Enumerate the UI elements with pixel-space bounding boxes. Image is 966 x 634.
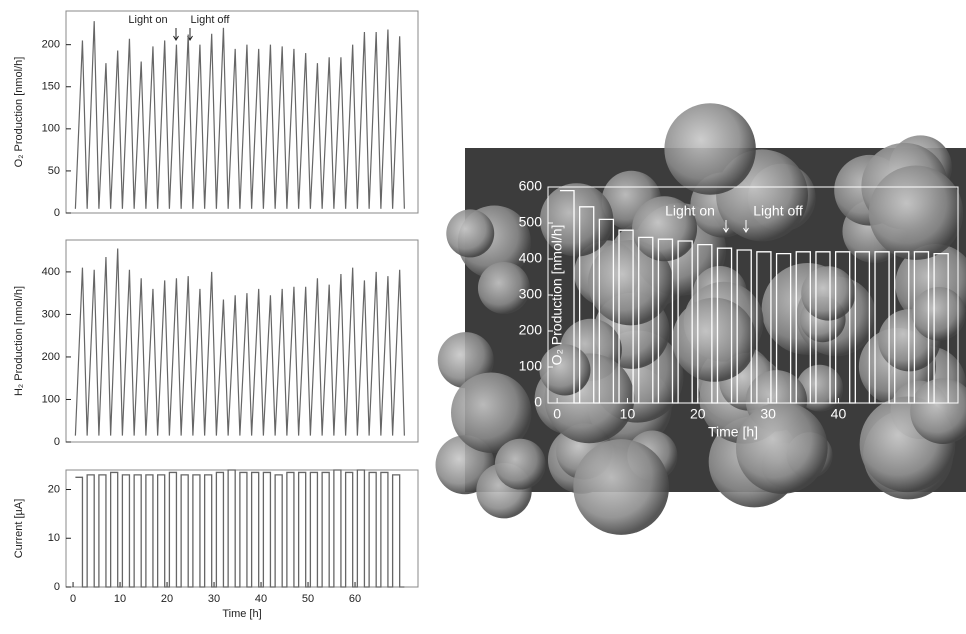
annotation-arrow — [723, 220, 729, 233]
sem-particle — [632, 196, 698, 262]
x-tick-label: 0 — [70, 593, 76, 605]
y-tick-label: 100 — [519, 358, 543, 374]
y-tick-label: 200 — [519, 322, 543, 338]
y-tick-label: 300 — [42, 308, 60, 320]
x-axis-label: Time [h] — [222, 608, 261, 620]
y-tick-label: 0 — [54, 207, 60, 219]
sem-particle — [494, 438, 546, 490]
y-tick-label: 10 — [48, 532, 60, 544]
y-tick-label: 100 — [42, 393, 60, 405]
data-line — [559, 189, 949, 404]
annotation-arrow — [743, 220, 749, 233]
y-tick-label: 200 — [42, 351, 60, 363]
inset-chart: 0 100 200 300 400 500 600 0 10 20 30 40 O₂ Productio… — [519, 178, 959, 440]
x-tick-label: 10 — [620, 406, 636, 422]
y-tick-label: 600 — [519, 178, 543, 194]
annotation: Light off — [191, 14, 231, 26]
sem-particle — [573, 439, 670, 535]
chart-panel: 0 100 200 300 400 H₂ Production [nmol/h] — [13, 239, 419, 448]
data-line — [74, 248, 405, 436]
sem-particle — [446, 209, 495, 258]
sem-particle — [796, 364, 844, 412]
x-tick-label: 10 — [114, 593, 126, 605]
y-tick-label: 0 — [54, 581, 60, 593]
y-tick-label: 50 — [48, 165, 60, 177]
sem-particle — [664, 103, 756, 195]
x-tick-label: 60 — [349, 593, 361, 605]
data-line — [74, 21, 405, 209]
y-tick-label: 150 — [42, 81, 60, 93]
x-tick-label: 0 — [553, 406, 561, 422]
x-tick-label: 50 — [302, 593, 314, 605]
sem-particle — [539, 183, 614, 257]
chart-panel: 0 10 20 0 10 20 30 40 50 60 Current [µA] Time [h] — [13, 469, 419, 620]
plot-frame — [65, 469, 419, 588]
y-tick-label: 300 — [519, 286, 543, 302]
data-line — [75, 469, 405, 588]
y-tick-label: 200 — [42, 39, 60, 51]
plot-frame — [65, 239, 419, 443]
x-tick-label: 40 — [255, 593, 267, 605]
y-axis-label: O₂ Production [nmol/h] — [13, 57, 25, 168]
y-tick-label: 400 — [519, 250, 543, 266]
sem-particle — [539, 344, 591, 396]
x-axis-label: Time [h] — [708, 424, 758, 440]
y-tick-label: 20 — [48, 483, 60, 495]
x-tick-label: 30 — [208, 593, 220, 605]
annotation: Light on — [665, 203, 715, 219]
y-tick-label: 400 — [42, 266, 60, 278]
y-axis-label: Current [µA] — [13, 499, 25, 559]
x-tick-label: 20 — [161, 593, 173, 605]
sem-particle — [735, 402, 828, 494]
annotation-arrow — [173, 28, 179, 41]
sem-particle — [477, 261, 530, 314]
sem-particle — [801, 266, 856, 321]
x-tick-label: 20 — [690, 406, 706, 422]
sem-particle — [587, 239, 674, 326]
sem-particle — [911, 286, 966, 341]
y-tick-label: 0 — [54, 436, 60, 448]
chart-panel: 0 50 100 150 200 O₂ Production [nmol/h] Light … — [13, 10, 419, 219]
annotation: Light on — [128, 14, 167, 26]
annotation: Light off — [753, 203, 803, 219]
sem-particle — [451, 372, 532, 453]
y-tick-label: 500 — [519, 214, 543, 230]
y-tick-label: 0 — [534, 394, 542, 410]
y-axis-label: O₂ Production [nmol/h] — [549, 225, 565, 366]
plot-frame — [65, 10, 419, 214]
sem-particle — [672, 297, 757, 382]
x-tick-label: 40 — [831, 406, 847, 422]
y-axis-label: H₂ Production [nmol/h] — [13, 286, 25, 396]
x-tick-label: 30 — [760, 406, 776, 422]
sem-particle — [910, 378, 966, 445]
sem-particle — [868, 165, 964, 260]
y-tick-label: 100 — [42, 123, 60, 135]
